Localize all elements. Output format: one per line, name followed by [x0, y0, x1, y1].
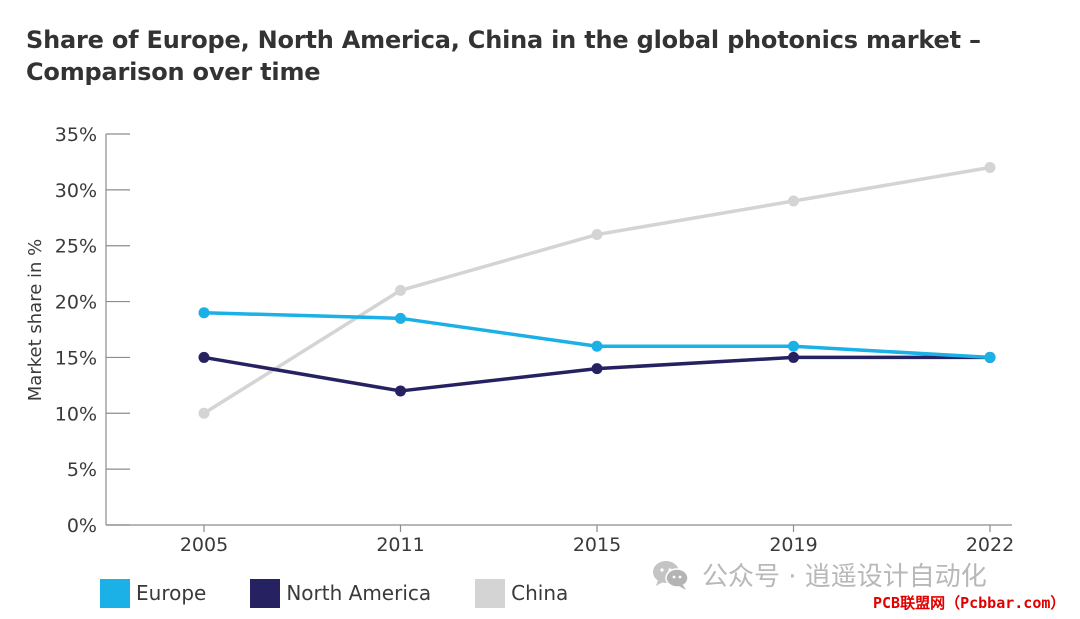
data-point-china — [788, 195, 799, 207]
chart-title: Share of Europe, North America, China in… — [26, 24, 981, 88]
data-point-china — [395, 284, 406, 296]
y-axis-label: Market share in % — [25, 239, 46, 401]
data-point-europe — [591, 340, 603, 352]
watermark-text: 公众号 · 逍遥设计自动化 — [702, 562, 987, 592]
legend-label-north-america: North America — [286, 581, 432, 605]
footer-credit: PCB联盟网（Pcbbar.com） — [873, 594, 1066, 612]
y-tick-label: 35% — [55, 124, 97, 146]
data-point-europe — [198, 307, 210, 319]
x-tick-label: 2022 — [966, 534, 1014, 556]
data-point-north-america — [591, 363, 603, 375]
x-tick-label: 2019 — [769, 534, 817, 556]
data-point-china — [198, 407, 210, 419]
data-point-europe — [395, 312, 406, 324]
data-point-north-america — [395, 385, 406, 397]
data-point-north-america — [788, 351, 799, 363]
data-point-north-america — [198, 351, 210, 363]
x-tick-label: 2005 — [180, 534, 228, 556]
data-point-europe — [788, 340, 799, 352]
chart-title-line-1: Share of Europe, North America, China in… — [26, 26, 981, 54]
legend-item-north-america: North America — [250, 578, 432, 608]
y-tick-label: 15% — [55, 347, 97, 369]
y-tick-label: 10% — [55, 403, 97, 425]
y-tick-label: 25% — [55, 236, 97, 258]
y-tick-label: 20% — [55, 292, 97, 314]
legend-swatch-europe — [100, 578, 130, 608]
series-line-north-america — [202, 355, 992, 393]
wechat-icon — [653, 560, 689, 590]
y-tick-label: 5% — [67, 459, 97, 481]
data-point-europe — [984, 351, 996, 363]
legend-label-europe: Europe — [136, 581, 207, 605]
watermark: 公众号 · 逍遥设计自动化 — [652, 556, 987, 593]
legend-swatch-north-america — [250, 578, 281, 608]
legend-swatch-china — [475, 578, 506, 608]
x-tick-label: 2015 — [573, 534, 621, 556]
y-tick-label: 30% — [55, 180, 97, 202]
y-tick-label: 0% — [67, 515, 97, 537]
legend-item-europe: Europe — [100, 578, 207, 608]
legend-label-china: China — [511, 581, 569, 605]
data-point-china — [591, 229, 603, 241]
data-point-china — [984, 162, 996, 174]
legend: Europe North America China — [100, 578, 612, 608]
x-tick-label: 2011 — [376, 534, 424, 556]
chart-title-line-2: Comparison over time — [26, 58, 321, 86]
legend-item-china: China — [475, 578, 569, 608]
